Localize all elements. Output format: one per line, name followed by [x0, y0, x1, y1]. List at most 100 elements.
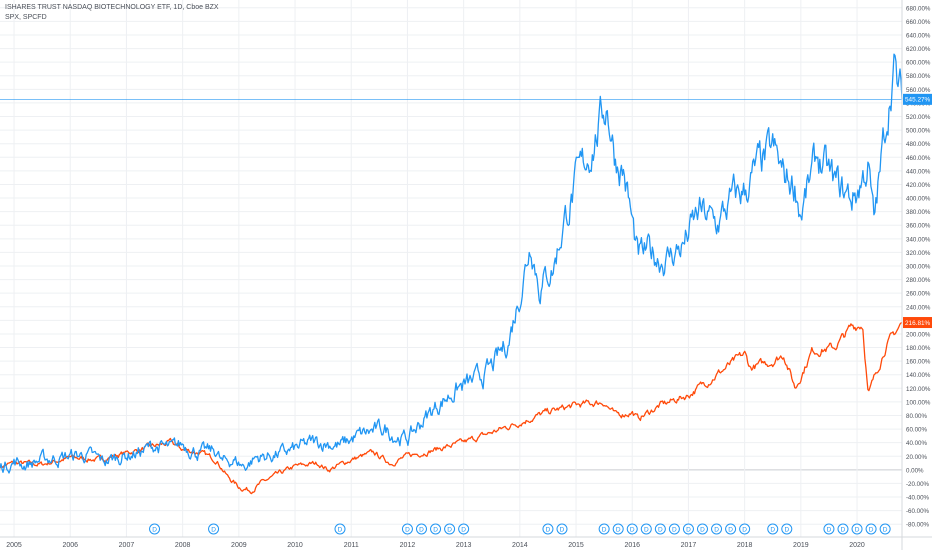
dividend-marker-circle	[415, 523, 427, 535]
last-value-labels: 545.27% 216.81%	[903, 93, 932, 329]
y-tick-label: 580.00%	[906, 73, 931, 80]
y-tick-label: 100.00%	[906, 399, 931, 406]
y-tick-label: 60.00%	[906, 427, 927, 434]
x-tick-label: 2015	[568, 542, 584, 549]
dividend-marker-label: D	[211, 527, 216, 534]
dividend-marker-circle	[612, 523, 624, 535]
legend-main-series[interactable]: ISHARES TRUST NASDAQ BIOTECHNOLOGY ETF, …	[5, 4, 219, 11]
dividend-marker[interactable]: D	[879, 523, 891, 535]
dividend-marker-label: D	[827, 527, 832, 534]
x-tick-label: 2011	[344, 542, 359, 549]
dividend-marker[interactable]: D	[696, 523, 708, 535]
x-tick-label: 2006	[62, 542, 78, 549]
x-tick-label: 2009	[231, 542, 247, 549]
x-tick-label: 2020	[849, 542, 865, 549]
ibb-last-value-label-text: 545.27%	[905, 97, 931, 104]
dividend-marker-circle	[458, 523, 470, 535]
dividend-marker[interactable]: D	[640, 523, 652, 535]
x-tick-label: 2007	[119, 542, 135, 549]
y-tick-label: 420.00%	[906, 182, 931, 189]
dividend-marker-label: D	[602, 527, 607, 534]
dividend-marker[interactable]: D	[668, 523, 680, 535]
dividend-marker[interactable]: D	[725, 523, 737, 535]
dividend-marker[interactable]: D	[654, 523, 666, 535]
y-tick-label: -60.00%	[906, 508, 930, 515]
dividend-marker[interactable]: D	[334, 523, 346, 535]
dividend-marker[interactable]: D	[837, 523, 849, 535]
dividend-marker-label: D	[546, 527, 551, 534]
y-tick-label: 640.00%	[906, 32, 931, 39]
spx-last-value-label: 216.81%	[903, 317, 932, 329]
y-tick-label: 660.00%	[906, 19, 931, 26]
spx-last-value-label-text: 216.81%	[905, 320, 931, 327]
dividend-marker[interactable]: D	[781, 523, 793, 535]
dividend-marker[interactable]: D	[739, 523, 751, 535]
dividend-marker-label: D	[672, 527, 677, 534]
y-tick-label: 20.00%	[906, 454, 927, 461]
x-tick-label: 2010	[287, 542, 303, 549]
dividend-marker-circle	[334, 523, 346, 535]
ibb-series-line[interactable]	[0, 53, 903, 474]
dividend-marker-circle	[767, 523, 779, 535]
dividend-marker-label: D	[152, 527, 157, 534]
dividend-marker[interactable]: D	[149, 523, 161, 535]
dividend-marker-label: D	[616, 527, 621, 534]
dividend-marker-label: D	[700, 527, 705, 534]
dividend-marker[interactable]: D	[556, 523, 568, 535]
dividend-marker-circle	[556, 523, 568, 535]
dividend-marker[interactable]: D	[865, 523, 877, 535]
dividend-marker-label: D	[855, 527, 860, 534]
ibb-last-value-label: 545.27%	[903, 93, 932, 105]
dividend-marker[interactable]: D	[415, 523, 427, 535]
dividend-marker-label: D	[841, 527, 846, 534]
y-tick-label: 200.00%	[906, 331, 931, 338]
dividend-marker[interactable]: D	[612, 523, 624, 535]
dividend-marker[interactable]: D	[711, 523, 723, 535]
y-tick-label: 620.00%	[906, 46, 931, 53]
dividend-marker-label: D	[784, 527, 789, 534]
y-tick-label: 500.00%	[906, 128, 931, 135]
dividend-marker[interactable]: D	[626, 523, 638, 535]
spx-last-value-label-bg	[903, 317, 932, 329]
dividend-marker[interactable]: D	[682, 523, 694, 535]
dividend-marker-label: D	[883, 527, 888, 534]
y-tick-label: -40.00%	[906, 495, 930, 502]
y-tick-label: 380.00%	[906, 209, 931, 216]
y-tick-label: 180.00%	[906, 345, 931, 352]
dividend-marker[interactable]: D	[444, 523, 456, 535]
dividend-marker-circle	[430, 523, 442, 535]
dividend-marker-circle	[851, 523, 863, 535]
y-tick-label: 160.00%	[906, 359, 931, 366]
dividend-marker[interactable]: D	[851, 523, 863, 535]
dividend-marker-label: D	[869, 527, 874, 534]
dividend-marker[interactable]: D	[767, 523, 779, 535]
dividend-marker-circle	[696, 523, 708, 535]
chart-series	[0, 53, 903, 495]
y-tick-label: 480.00%	[906, 141, 931, 148]
spx-series-line[interactable]	[0, 321, 903, 495]
dividend-marker-circle	[781, 523, 793, 535]
y-tick-label: 460.00%	[906, 155, 931, 162]
dividend-marker[interactable]: D	[823, 523, 835, 535]
dividend-marker[interactable]: D	[208, 523, 220, 535]
y-tick-label: 260.00%	[906, 291, 931, 298]
y-tick-label: 520.00%	[906, 114, 931, 121]
legend-compare-series[interactable]: SPX, SPCFD	[5, 14, 47, 21]
dividend-marker-circle	[739, 523, 751, 535]
dividend-marker[interactable]: D	[401, 523, 413, 535]
dividend-marker-label: D	[447, 527, 452, 534]
dividend-marker-circle	[149, 523, 161, 535]
dividend-marker[interactable]: D	[458, 523, 470, 535]
dividend-marker-label: D	[433, 527, 438, 534]
price-axis[interactable]: -80.00% -60.00% -40.00% -20.00% 0.00% 20.00% 4…	[901, 0, 931, 550]
y-tick-label: -20.00%	[906, 481, 930, 488]
y-tick-label: 300.00%	[906, 264, 931, 271]
dividend-marker-circle	[654, 523, 666, 535]
dividend-marker[interactable]: D	[430, 523, 442, 535]
dividend-marker[interactable]: D	[542, 523, 554, 535]
y-tick-label: 40.00%	[906, 440, 927, 447]
y-tick-label: 0.00%	[906, 467, 924, 474]
time-axis[interactable]: 2005 2006 2007 2008 2009 2010 2011 2012 2013 2014…	[0, 536, 932, 549]
dividend-marker[interactable]: D	[598, 523, 610, 535]
